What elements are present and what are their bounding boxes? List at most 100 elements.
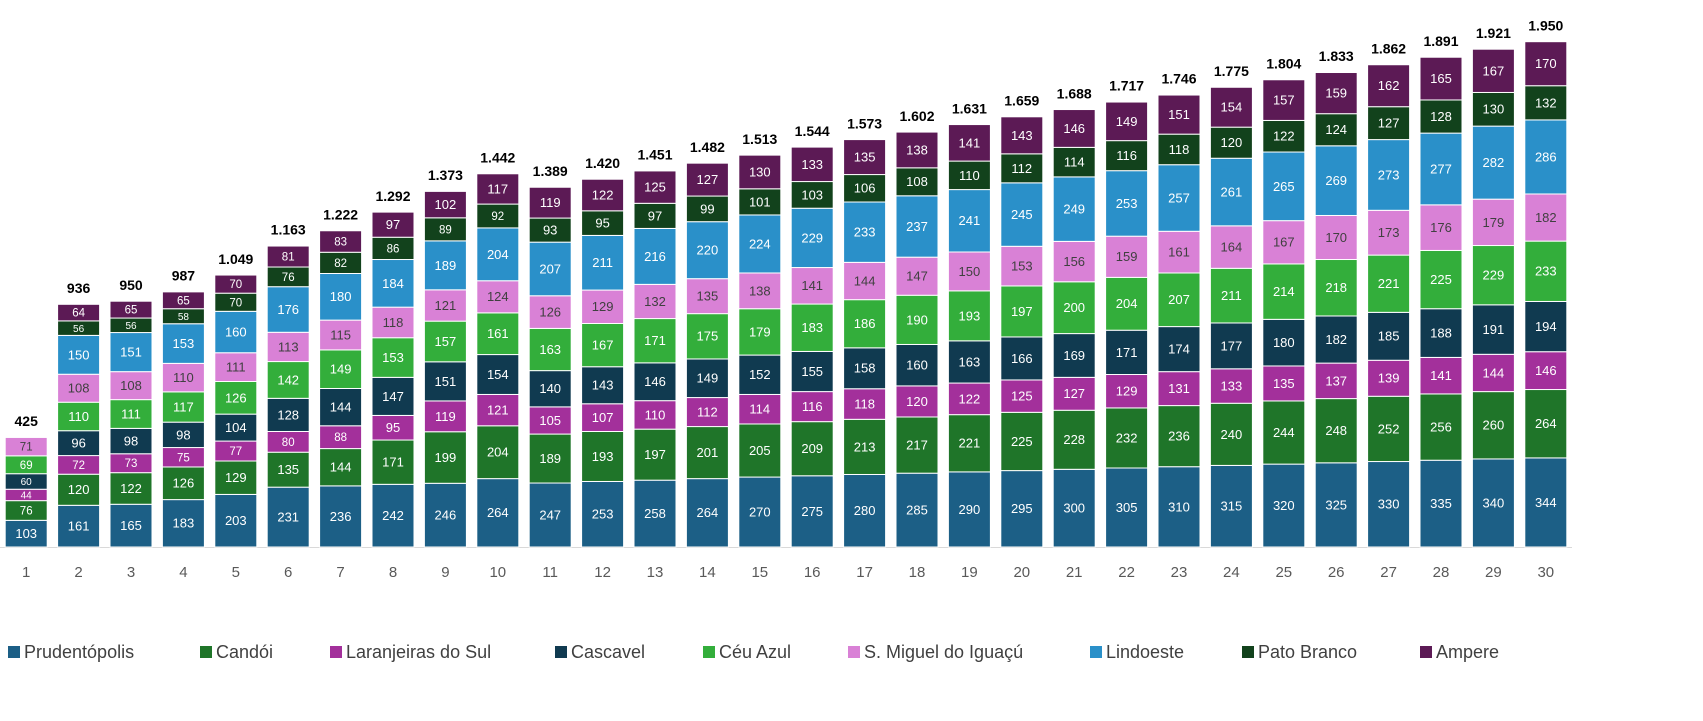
bar-segment: [109, 399, 153, 429]
x-tick-label: 25: [1275, 564, 1292, 581]
segment-label: 129: [225, 470, 247, 485]
segment-label: 201: [697, 445, 719, 460]
segment-label: 211: [1221, 288, 1242, 303]
segment-label: 214: [1273, 284, 1295, 299]
bar-segment: [738, 308, 782, 356]
segment-label: 264: [697, 505, 719, 520]
segment-label: 128: [277, 407, 299, 422]
segment-label: 125: [1011, 389, 1033, 404]
legend-item: Lindoeste: [1090, 642, 1184, 662]
bar-segment: [1157, 326, 1201, 373]
segment-label: 129: [1116, 384, 1138, 399]
bar-segment: [109, 427, 153, 455]
segment-label: 77: [229, 446, 242, 458]
segment-label: 264: [487, 505, 509, 520]
segment-label: 97: [386, 217, 400, 232]
bar-segment: [476, 280, 520, 314]
bar-segment: [1471, 304, 1515, 355]
bar-segment: [528, 217, 572, 243]
segment-label: 285: [906, 503, 928, 518]
segment-label: 105: [539, 413, 561, 428]
segment-label: 225: [1430, 272, 1452, 287]
bar-segment: [423, 361, 467, 402]
bar-segment: [633, 428, 677, 481]
segment-label: 117: [173, 399, 194, 414]
segment-label: 149: [330, 362, 352, 377]
segment-label: 122: [1273, 129, 1295, 144]
total-label: 1.775: [1214, 63, 1249, 79]
bar-segment: [581, 366, 625, 405]
bar-segment: [1000, 153, 1044, 184]
segment-label: 143: [1011, 128, 1033, 143]
segment-label: 111: [226, 360, 246, 375]
bar-segment: [1157, 272, 1201, 328]
segment-label: 133: [1221, 378, 1243, 393]
segment-label: 233: [1535, 264, 1557, 279]
segment-label: 119: [540, 195, 561, 210]
x-tick-label: 7: [336, 564, 344, 581]
segment-label: 108: [906, 174, 928, 189]
segment-label: 197: [1011, 304, 1033, 319]
segment-label: 310: [1168, 499, 1190, 514]
segment-label: 275: [801, 504, 823, 519]
bar-segment: [476, 393, 520, 427]
segment-label: 112: [1011, 161, 1032, 176]
segment-label: 269: [1325, 173, 1347, 188]
bar-segment: [214, 460, 258, 495]
segment-label: 56: [73, 324, 85, 335]
segment-label: 180: [330, 289, 352, 304]
segment-label: 167: [592, 338, 614, 353]
segment-label: 213: [854, 439, 876, 454]
segment-label: 170: [1535, 56, 1557, 71]
bar-segment: [1157, 164, 1201, 232]
segment-label: 86: [387, 243, 400, 255]
segment-label: 167: [1483, 63, 1505, 78]
x-tick-label: 18: [909, 564, 926, 581]
bar-segment: [1209, 225, 1253, 269]
bar-segment: [581, 210, 625, 236]
bar-segment: [423, 320, 467, 363]
bar-segment: [1367, 209, 1411, 256]
bar-segment: [161, 323, 205, 364]
bar-segment: [843, 299, 887, 349]
bar-segment: [1262, 463, 1306, 548]
segment-label: 161: [68, 519, 90, 534]
segment-label: 151: [1168, 107, 1190, 122]
bar-segment: [1419, 356, 1463, 395]
segment-label: 56: [125, 321, 137, 332]
segment-label: 150: [959, 264, 981, 279]
segment-label: 300: [1063, 501, 1085, 516]
bar-segment: [1000, 182, 1044, 247]
segment-label: 229: [1483, 268, 1505, 283]
segment-label: 229: [801, 230, 823, 245]
segment-label: 130: [749, 164, 771, 179]
segment-label: 159: [1116, 249, 1138, 264]
total-label: 1.631: [952, 100, 987, 116]
x-tick-label: 21: [1066, 564, 1083, 581]
bar-segment: [1000, 470, 1044, 548]
total-label: 1.891: [1423, 33, 1458, 49]
total-label: 1.804: [1266, 55, 1301, 71]
bar-segment: [581, 480, 625, 548]
bar-segment: [423, 289, 467, 322]
segment-label: 286: [1535, 149, 1557, 164]
bar-segment: [1471, 91, 1515, 127]
segment-label: 44: [21, 491, 33, 502]
segment-label: 216: [644, 249, 666, 264]
bar-segment: [1367, 254, 1411, 313]
bar-segment: [1157, 230, 1201, 274]
bar-segment: [895, 131, 939, 169]
segment-label: 165: [1430, 71, 1452, 86]
segment-label: 118: [1169, 142, 1190, 157]
bar-segment: [528, 186, 572, 219]
bar-segment: [266, 245, 310, 268]
bar-segment: [1419, 56, 1463, 101]
bar-segment: [1209, 322, 1253, 370]
segment-label: 182: [1325, 332, 1347, 347]
bar-segment: [790, 421, 834, 477]
bar-segment: [528, 327, 572, 372]
segment-label: 153: [1011, 259, 1033, 274]
segment-label: 73: [125, 458, 138, 470]
x-tick-label: 24: [1223, 564, 1240, 581]
